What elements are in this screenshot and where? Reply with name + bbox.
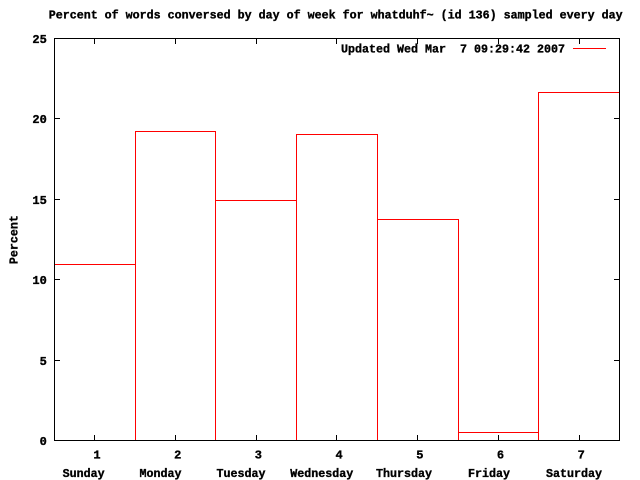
- svg-text:Wednesday: Wednesday: [290, 467, 353, 480]
- svg-text:7: 7: [578, 449, 585, 463]
- svg-text:20: 20: [32, 113, 46, 127]
- svg-text:15: 15: [32, 194, 46, 208]
- svg-text:Saturday: Saturday: [546, 467, 602, 480]
- svg-text:25: 25: [32, 33, 46, 47]
- svg-text:6: 6: [497, 449, 504, 463]
- svg-text:5: 5: [416, 449, 423, 463]
- svg-text:2: 2: [174, 449, 181, 463]
- svg-text:Friday: Friday: [468, 467, 510, 480]
- svg-text:3: 3: [255, 449, 262, 463]
- svg-text:Percent of words conversed by: Percent of words conversed by day of wee…: [49, 9, 623, 23]
- svg-text:5: 5: [40, 355, 47, 369]
- svg-text:Tuesday: Tuesday: [217, 467, 266, 480]
- svg-text:0: 0: [40, 435, 47, 449]
- svg-text:Sunday: Sunday: [63, 467, 105, 480]
- svg-text:Monday: Monday: [140, 467, 182, 480]
- svg-text:1: 1: [93, 449, 100, 463]
- svg-text:10: 10: [32, 274, 46, 288]
- svg-text:Percent: Percent: [7, 215, 21, 264]
- svg-text:Thursday: Thursday: [376, 467, 432, 480]
- svg-text:4: 4: [335, 449, 342, 463]
- svg-text:Updated Wed Mar 7 09:29:42 20: Updated Wed Mar 7 09:29:42 2007: [341, 43, 565, 57]
